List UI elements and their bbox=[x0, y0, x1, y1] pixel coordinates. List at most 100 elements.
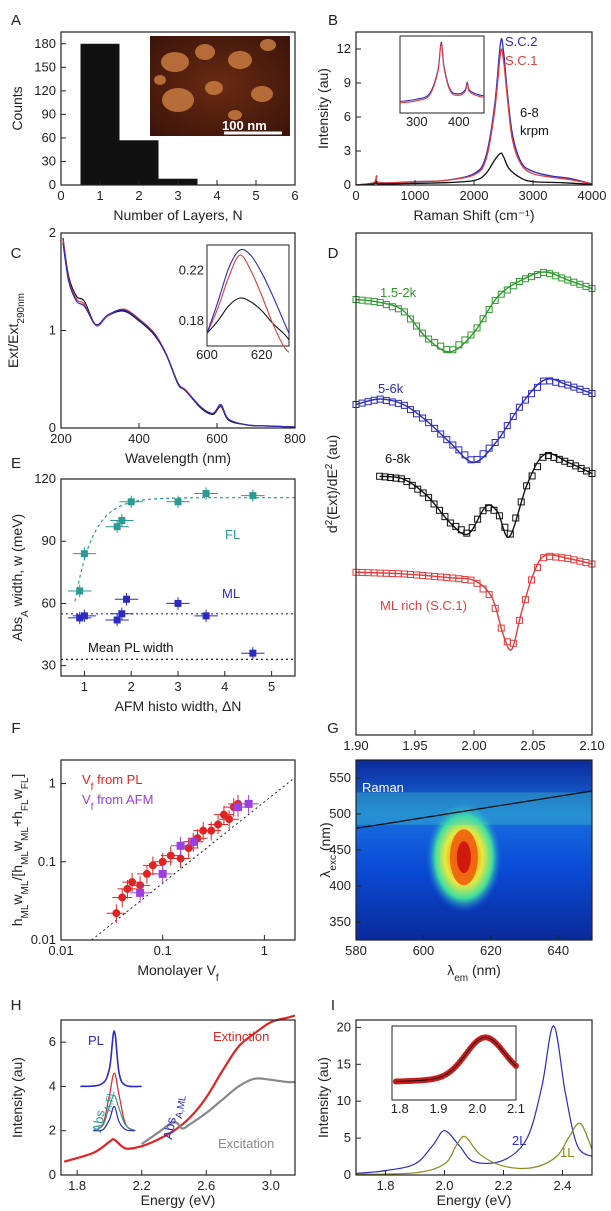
x-tick-label: 600 bbox=[206, 431, 228, 446]
data-marker bbox=[497, 290, 505, 298]
x-axis-label: Energy (eV) bbox=[437, 1192, 512, 1208]
data-marker bbox=[425, 419, 433, 427]
data-marker bbox=[485, 444, 493, 452]
y-axis-label: hMLwML/[hMLwML+hFLwFL] bbox=[9, 774, 31, 927]
x-tick-label: 0.01 bbox=[48, 943, 73, 958]
inset-x-tick-label: 620 bbox=[251, 347, 273, 362]
data-marker bbox=[512, 514, 520, 522]
data-marker bbox=[491, 439, 499, 447]
x-tick-label: 200 bbox=[50, 431, 72, 446]
data-marker bbox=[473, 579, 481, 587]
x-tick-label: 2.05 bbox=[520, 738, 545, 753]
data-marker bbox=[158, 869, 167, 878]
legend-label: Extinction bbox=[213, 1029, 269, 1044]
data-marker bbox=[509, 412, 517, 420]
data-marker bbox=[219, 810, 228, 819]
y-tick-label: 1 bbox=[49, 776, 56, 791]
inset-x-tick-label: 600 bbox=[196, 347, 218, 362]
data-marker bbox=[443, 436, 451, 444]
data-marker bbox=[479, 585, 487, 593]
data-marker bbox=[490, 506, 498, 514]
inset-frame bbox=[206, 244, 290, 347]
x-tick-label: 1 bbox=[81, 679, 88, 694]
data-marker bbox=[202, 612, 210, 620]
x-tick-label: 2 bbox=[135, 188, 142, 203]
y-tick-label: 350 bbox=[329, 914, 351, 929]
data-marker bbox=[166, 851, 175, 860]
series-line bbox=[141, 1077, 296, 1145]
data-marker bbox=[80, 550, 88, 558]
data-marker bbox=[473, 455, 481, 463]
x-tick-label: 6 bbox=[291, 188, 298, 203]
data-marker bbox=[555, 455, 563, 463]
data-marker bbox=[437, 342, 445, 350]
data-marker bbox=[501, 523, 509, 531]
y-axis-label: λexc (nm) bbox=[317, 822, 339, 877]
data-marker bbox=[517, 498, 525, 506]
data-marker bbox=[425, 494, 433, 502]
x-tick-label: 2000 bbox=[460, 188, 489, 203]
data-marker bbox=[491, 604, 499, 612]
panel-label: F bbox=[11, 720, 20, 737]
data-marker bbox=[431, 339, 439, 347]
inset-series-line bbox=[206, 248, 290, 334]
y-tick-label: 12 bbox=[337, 41, 351, 56]
series-label: 5-6k bbox=[378, 381, 404, 396]
data-marker bbox=[176, 841, 185, 850]
x-tick-label: 400 bbox=[128, 431, 150, 446]
x-tick-label: 1.90 bbox=[343, 738, 368, 753]
series-line bbox=[355, 1122, 593, 1175]
afm-flake bbox=[161, 52, 189, 72]
data-marker bbox=[127, 498, 135, 506]
data-marker bbox=[249, 649, 257, 657]
x-tick-label: 800 bbox=[284, 431, 306, 446]
data-marker bbox=[479, 450, 487, 458]
x-tick-label: 5 bbox=[252, 188, 259, 203]
data-marker bbox=[495, 512, 503, 520]
inset-x-tick-label: 300 bbox=[406, 114, 428, 129]
data-marker bbox=[527, 576, 535, 584]
y-tick-label: 120 bbox=[34, 83, 56, 98]
series-line bbox=[355, 1025, 593, 1175]
x-tick-label: 580 bbox=[345, 943, 367, 958]
data-marker bbox=[128, 878, 137, 887]
y-axis-label: Intensity (au) bbox=[9, 1057, 25, 1138]
y-axis-label: AbsA width, w (meV) bbox=[9, 514, 31, 641]
legend-label: Excitation bbox=[218, 1136, 274, 1151]
y-tick-label: 90 bbox=[42, 106, 56, 121]
abs-fl-label: AbsA,FL bbox=[89, 1088, 117, 1135]
panel-label: B bbox=[328, 12, 338, 29]
data-marker bbox=[419, 489, 427, 497]
y-tick-label: 550 bbox=[329, 770, 351, 785]
series-label: 1L bbox=[560, 1145, 574, 1160]
y-tick-label: 5 bbox=[344, 1130, 351, 1145]
x-tick-label: 5 bbox=[268, 679, 275, 694]
series-label: 1.5-2k bbox=[380, 285, 417, 300]
data-marker bbox=[534, 463, 542, 471]
inset-x-tick-label: 2.1 bbox=[507, 1101, 525, 1116]
data-marker bbox=[207, 826, 216, 835]
data-marker bbox=[118, 893, 127, 902]
data-marker bbox=[546, 552, 554, 560]
data-marker bbox=[376, 472, 384, 480]
x-tick-label: 2.4 bbox=[553, 1178, 571, 1193]
data-marker bbox=[436, 506, 444, 514]
panel-label: C bbox=[11, 245, 22, 262]
legend-label: PL bbox=[88, 1033, 104, 1048]
data-marker bbox=[174, 498, 182, 506]
data-marker bbox=[528, 472, 536, 480]
afm-flake bbox=[251, 86, 273, 102]
x-axis-label: Monolayer Vf bbox=[137, 962, 219, 984]
scale-bar-label: 100 nm bbox=[222, 118, 267, 133]
y-tick-label: 0 bbox=[49, 420, 56, 435]
data-marker bbox=[468, 524, 476, 532]
data-marker bbox=[414, 485, 422, 493]
data-marker bbox=[189, 837, 198, 846]
data-marker bbox=[400, 401, 408, 409]
series-label: 6-8k bbox=[385, 451, 411, 466]
data-marker bbox=[534, 383, 542, 391]
data-marker bbox=[392, 474, 400, 482]
series-line bbox=[63, 1014, 296, 1163]
data-marker bbox=[80, 612, 88, 620]
